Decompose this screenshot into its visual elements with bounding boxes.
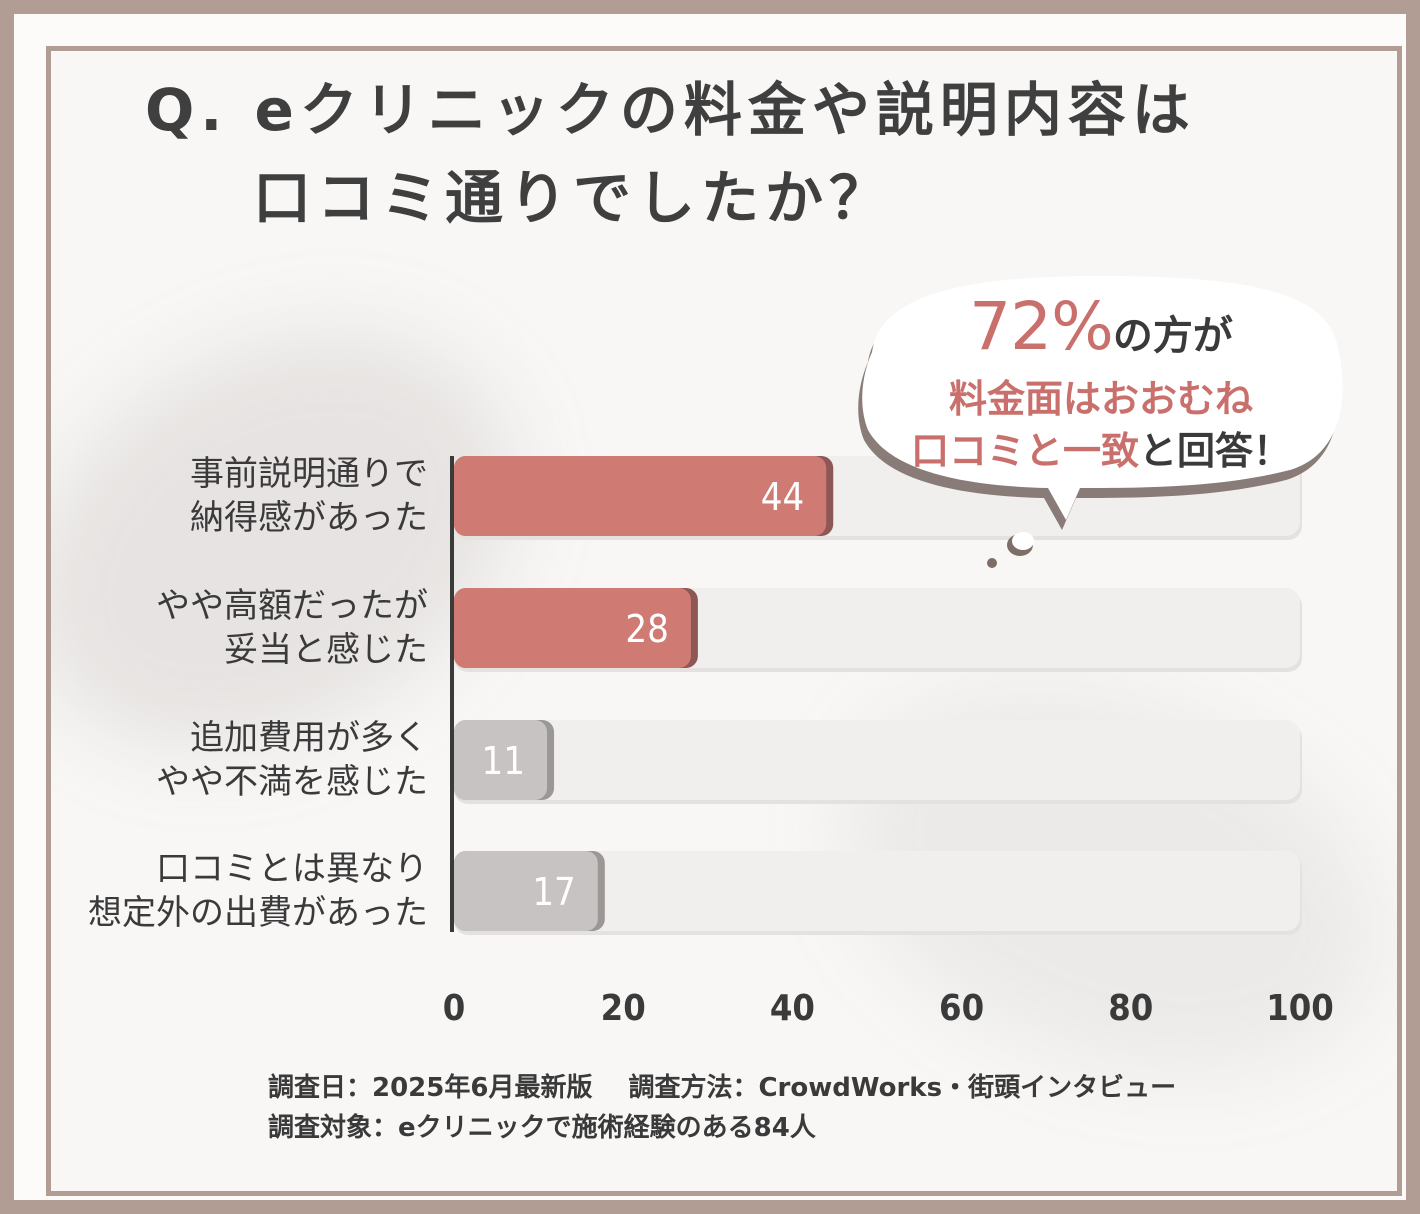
value-label-2: 28 (625, 607, 669, 651)
survey-date: 調査日：2025年6月最新版 (268, 1073, 593, 1103)
callout-line3-highlight: 口コミと一致 (910, 429, 1139, 473)
category-label-2-line1: やや高額だったが (156, 586, 428, 626)
x-tick-60: 60 (939, 988, 984, 1029)
value-label-3: 11 (482, 739, 526, 783)
chart-title: Q. eクリニックの料金や説明内容は 口コミ通りでしたか？ (145, 66, 1325, 242)
survey-target: 調査対象：eクリニックで施術経験のある84人 (268, 1113, 816, 1143)
callout-line3: と回答！ (1139, 429, 1292, 473)
category-label-1-line1: 事前説明通りで (190, 454, 428, 494)
x-tick-100: 100 (1266, 988, 1334, 1029)
callout-bubble (858, 276, 1343, 568)
bar-4 (454, 851, 598, 931)
survey-method: 調査方法：CrowdWorks・街頭インタビュー (628, 1073, 1177, 1103)
callout-line1: の方が (1112, 313, 1233, 359)
bar-1 (454, 456, 827, 536)
category-label-3-line2: やや不満を感じた (156, 762, 428, 802)
title-line-2: 口コミ通りでしたか？ (253, 164, 894, 232)
value-label-4: 17 (532, 870, 576, 914)
bar-2 (454, 588, 691, 668)
bar-track (454, 851, 1300, 931)
survey-footer: 調査日：2025年6月最新版 調査方法：CrowdWorks・街頭インタビュー 調… (268, 1068, 1176, 1148)
x-tick-80: 80 (1108, 988, 1153, 1029)
callout-line2: 料金面はおおむね (948, 377, 1253, 421)
category-label-4-line1: 口コミとは異なり (156, 849, 428, 889)
x-tick-labels: 0 20 40 60 80 100 (443, 988, 1334, 1029)
bar-3 (454, 720, 548, 800)
value-label-1: 44 (761, 475, 805, 519)
x-tick-0: 0 (443, 988, 466, 1029)
value-labels: 44 28 11 17 (482, 475, 805, 914)
x-tick-20: 20 (601, 988, 646, 1029)
category-label-2-line2: 妥当と感じた (224, 630, 428, 670)
title-line-1: Q. eクリニックの料金や説明内容は (145, 76, 1196, 144)
category-label-4-line2: 想定外の出費があった (88, 893, 428, 933)
bars (454, 456, 834, 931)
bar-track (454, 720, 1300, 800)
category-label-1-line2: 納得感があった (190, 498, 428, 538)
x-tick-40: 40 (770, 988, 815, 1029)
callout-percent: 72% (969, 288, 1114, 365)
category-label-3-line1: 追加費用が多く (190, 718, 428, 758)
callout-text: 72%の方が 料金面はおおむね 口コミと一致と回答！ (866, 290, 1336, 477)
